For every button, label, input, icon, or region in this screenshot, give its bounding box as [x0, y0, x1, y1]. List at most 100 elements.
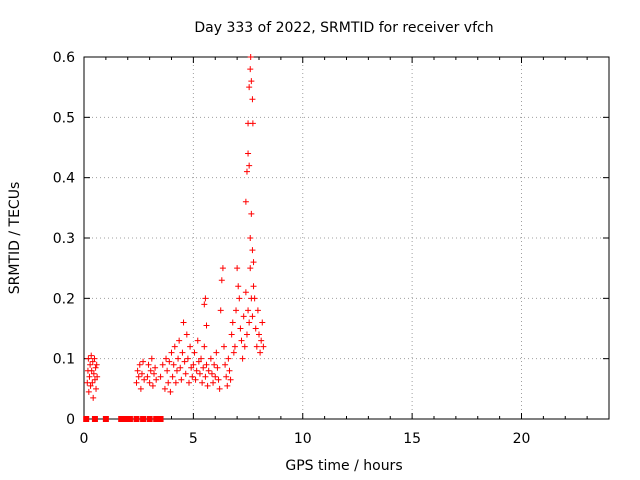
data-point: [200, 364, 207, 371]
data-point: [246, 162, 253, 169]
data-point: [259, 319, 266, 326]
data-point: [186, 379, 192, 386]
data-point: [228, 331, 235, 338]
data-point: [187, 343, 194, 350]
data-point: [224, 382, 231, 389]
axis-ticks: 0 5 10 15 20 0 0.1 0.2 0.3 0.4 0.5 0.6: [53, 50, 609, 447]
data-point: [89, 379, 96, 386]
data-point: [211, 361, 218, 368]
x-axis-label: GPS time / hours: [285, 458, 402, 474]
data-point: [90, 394, 97, 401]
data-point: [167, 388, 174, 395]
data-point: [199, 379, 206, 386]
data-point: [166, 358, 173, 365]
data-point: [134, 367, 141, 374]
x-tick-label: 0: [80, 431, 89, 447]
data-point: [229, 319, 236, 326]
data-point-zero: [91, 416, 98, 422]
data-point: [161, 385, 168, 392]
data-point: [218, 277, 225, 284]
data-point: [202, 373, 209, 380]
data-point: [237, 325, 244, 332]
data-point: [247, 235, 254, 241]
data-point: [136, 361, 143, 368]
data-point: [242, 289, 249, 296]
data-point: [92, 364, 99, 371]
y-tick-label: 0.3: [53, 231, 75, 247]
data-point: [193, 367, 200, 374]
y-tick-label: 0.5: [53, 110, 75, 126]
data-point: [137, 385, 144, 392]
data-point-zero: [133, 416, 140, 422]
data-point: [213, 349, 220, 356]
y-tick-label: 0: [66, 412, 75, 428]
data-point: [198, 355, 205, 362]
data-point: [260, 343, 267, 350]
grid-lines: [84, 57, 609, 419]
data-point: [183, 331, 190, 338]
data-point: [191, 349, 198, 356]
data-point: [226, 367, 233, 374]
data-point: [176, 337, 183, 344]
data-point: [217, 307, 224, 314]
data-point: [173, 367, 180, 374]
data-point: [165, 379, 172, 386]
data-point: [227, 376, 234, 383]
data-point: [147, 367, 154, 374]
data-point: [216, 385, 223, 392]
x-tick-label: 5: [189, 431, 198, 447]
data-point: [245, 307, 252, 314]
data-point: [212, 373, 219, 380]
data-point: [203, 322, 210, 329]
y-tick-label: 0.6: [53, 50, 75, 66]
data-point: [141, 376, 148, 383]
data-point: [252, 325, 259, 332]
data-point: [242, 198, 249, 205]
data-point-zero: [118, 416, 125, 422]
data-point: [248, 210, 255, 217]
data-point: [249, 96, 256, 103]
data-point: [245, 150, 252, 157]
data-point: [180, 319, 187, 326]
data-point: [258, 337, 265, 344]
data-point: [135, 373, 142, 380]
data-point: [169, 373, 176, 380]
data-point: [146, 379, 153, 386]
data-point: [201, 301, 208, 308]
data-point: [157, 373, 164, 380]
data-point: [93, 361, 100, 368]
data-point: [149, 382, 156, 389]
data-point: [215, 376, 222, 383]
data-point: [181, 358, 188, 365]
data-point: [159, 361, 166, 368]
data-point: [196, 370, 203, 377]
data-point: [151, 370, 157, 377]
data-point: [238, 337, 245, 344]
data-point: [85, 388, 92, 395]
data-point: [145, 361, 152, 368]
data-point-zero: [153, 416, 160, 422]
data-point: [249, 313, 256, 320]
data-point: [190, 361, 197, 368]
data-point: [247, 54, 254, 60]
data-point: [86, 373, 93, 380]
data-point: [138, 370, 145, 377]
data-point: [210, 379, 217, 386]
data-point: [88, 367, 95, 374]
x-tick-label: 10: [294, 431, 312, 447]
data-point: [188, 364, 195, 371]
data-point: [195, 358, 202, 365]
data-point: [140, 358, 147, 365]
data-point: [246, 319, 253, 326]
data-point: [203, 361, 210, 368]
data-point: [133, 379, 140, 386]
data-point: [91, 355, 98, 362]
data-point: [240, 313, 247, 320]
data-point: [231, 343, 238, 350]
data-point: [171, 343, 178, 350]
data-point: [243, 168, 250, 175]
data-point-zero: [140, 416, 147, 422]
data-point: [249, 120, 256, 127]
data-point: [148, 355, 155, 362]
data-point: [87, 382, 94, 389]
